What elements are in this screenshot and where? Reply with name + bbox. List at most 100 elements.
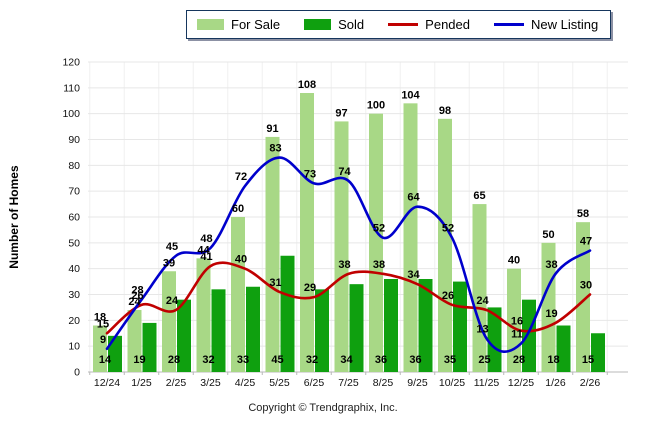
svg-text:91: 91 bbox=[266, 123, 278, 135]
svg-text:36: 36 bbox=[375, 354, 387, 366]
svg-text:45: 45 bbox=[271, 354, 283, 366]
svg-text:36: 36 bbox=[409, 354, 421, 366]
svg-text:83: 83 bbox=[269, 143, 281, 155]
svg-text:32: 32 bbox=[306, 354, 318, 366]
svg-text:48: 48 bbox=[200, 233, 212, 245]
svg-text:28: 28 bbox=[168, 354, 180, 366]
svg-text:72: 72 bbox=[235, 171, 247, 183]
legend-item-for-sale: For Sale bbox=[197, 17, 280, 32]
legend-label-for-sale: For Sale bbox=[231, 17, 281, 32]
svg-text:80: 80 bbox=[68, 160, 80, 172]
svg-text:7/25: 7/25 bbox=[338, 377, 359, 389]
svg-text:50: 50 bbox=[68, 237, 80, 249]
svg-text:33: 33 bbox=[237, 354, 249, 366]
svg-text:47: 47 bbox=[580, 236, 592, 248]
svg-text:15: 15 bbox=[582, 354, 594, 366]
svg-text:1/26: 1/26 bbox=[545, 377, 566, 389]
svg-text:11/25: 11/25 bbox=[474, 377, 500, 389]
svg-text:18: 18 bbox=[94, 312, 106, 324]
legend-item-pended: Pended bbox=[388, 17, 470, 32]
svg-text:41: 41 bbox=[200, 251, 212, 263]
legend-label-new-listing: New Listing bbox=[531, 17, 599, 32]
pended-line-swatch-icon bbox=[388, 23, 419, 26]
svg-text:52: 52 bbox=[442, 223, 454, 235]
svg-text:26: 26 bbox=[442, 290, 454, 302]
svg-text:35: 35 bbox=[444, 354, 456, 366]
svg-text:40: 40 bbox=[68, 263, 80, 275]
svg-text:1/25: 1/25 bbox=[131, 377, 152, 389]
svg-text:30: 30 bbox=[580, 280, 592, 292]
svg-text:120: 120 bbox=[62, 57, 80, 69]
svg-text:104: 104 bbox=[401, 89, 420, 101]
svg-text:9/25: 9/25 bbox=[407, 377, 428, 389]
legend-label-sold: Sold bbox=[338, 17, 365, 32]
svg-text:12/25: 12/25 bbox=[508, 377, 534, 389]
svg-text:9: 9 bbox=[100, 334, 106, 346]
svg-text:44: 44 bbox=[197, 244, 210, 256]
svg-text:60: 60 bbox=[232, 203, 244, 215]
svg-text:28: 28 bbox=[131, 285, 143, 297]
svg-text:98: 98 bbox=[439, 105, 451, 117]
svg-text:28: 28 bbox=[513, 354, 525, 366]
svg-text:34: 34 bbox=[407, 269, 420, 281]
svg-text:2/25: 2/25 bbox=[166, 377, 187, 389]
svg-text:15: 15 bbox=[97, 318, 109, 330]
svg-text:20: 20 bbox=[68, 315, 80, 327]
legend-item-sold: Sold bbox=[304, 17, 364, 32]
svg-text:0: 0 bbox=[74, 367, 80, 379]
svg-text:73: 73 bbox=[304, 168, 316, 180]
svg-text:13: 13 bbox=[476, 323, 488, 335]
svg-text:70: 70 bbox=[68, 186, 80, 198]
svg-text:24: 24 bbox=[476, 295, 489, 307]
svg-text:10/25: 10/25 bbox=[439, 377, 465, 389]
svg-text:6/25: 6/25 bbox=[304, 377, 325, 389]
svg-text:39: 39 bbox=[163, 257, 175, 269]
svg-text:50: 50 bbox=[542, 229, 554, 241]
svg-text:8/25: 8/25 bbox=[373, 377, 394, 389]
for-sale-swatch-icon bbox=[197, 19, 224, 30]
svg-text:30: 30 bbox=[68, 289, 80, 301]
chart-legend: For Sale Sold Pended New Listing bbox=[186, 10, 612, 39]
new-listing-line-swatch-icon bbox=[494, 23, 524, 26]
svg-text:14: 14 bbox=[99, 354, 112, 366]
svg-text:100: 100 bbox=[62, 108, 80, 120]
svg-text:108: 108 bbox=[298, 79, 316, 91]
svg-text:18: 18 bbox=[547, 354, 559, 366]
svg-text:40: 40 bbox=[235, 254, 247, 266]
svg-text:25: 25 bbox=[478, 354, 490, 366]
svg-text:45: 45 bbox=[166, 241, 178, 253]
svg-text:24: 24 bbox=[166, 295, 179, 307]
svg-text:24: 24 bbox=[128, 296, 141, 308]
svg-text:10: 10 bbox=[68, 341, 80, 353]
svg-text:40: 40 bbox=[508, 255, 520, 267]
svg-text:19: 19 bbox=[545, 308, 557, 320]
svg-text:16: 16 bbox=[511, 316, 523, 328]
svg-text:38: 38 bbox=[373, 259, 385, 271]
svg-text:5/25: 5/25 bbox=[269, 377, 290, 389]
svg-text:52: 52 bbox=[373, 223, 385, 235]
svg-text:65: 65 bbox=[473, 190, 485, 202]
sold-swatch-icon bbox=[304, 19, 332, 30]
svg-text:34: 34 bbox=[340, 354, 353, 366]
svg-text:4/25: 4/25 bbox=[235, 377, 256, 389]
svg-text:60: 60 bbox=[68, 212, 80, 224]
svg-text:100: 100 bbox=[367, 100, 385, 112]
svg-text:38: 38 bbox=[338, 259, 350, 271]
svg-text:12/24: 12/24 bbox=[94, 377, 120, 389]
svg-text:58: 58 bbox=[577, 208, 589, 220]
legend-item-new-listing: New Listing bbox=[494, 17, 598, 32]
legend-label-pended: Pended bbox=[425, 17, 470, 32]
svg-text:110: 110 bbox=[63, 82, 80, 94]
y-axis-title: Number of Homes bbox=[7, 165, 21, 269]
svg-text:38: 38 bbox=[545, 259, 557, 271]
svg-text:32: 32 bbox=[202, 354, 214, 366]
svg-text:29: 29 bbox=[304, 282, 316, 294]
svg-text:3/25: 3/25 bbox=[200, 377, 221, 389]
svg-text:11: 11 bbox=[511, 329, 523, 341]
svg-text:97: 97 bbox=[335, 107, 347, 119]
svg-text:31: 31 bbox=[269, 277, 281, 289]
svg-text:19: 19 bbox=[133, 354, 145, 366]
svg-text:90: 90 bbox=[68, 134, 80, 146]
